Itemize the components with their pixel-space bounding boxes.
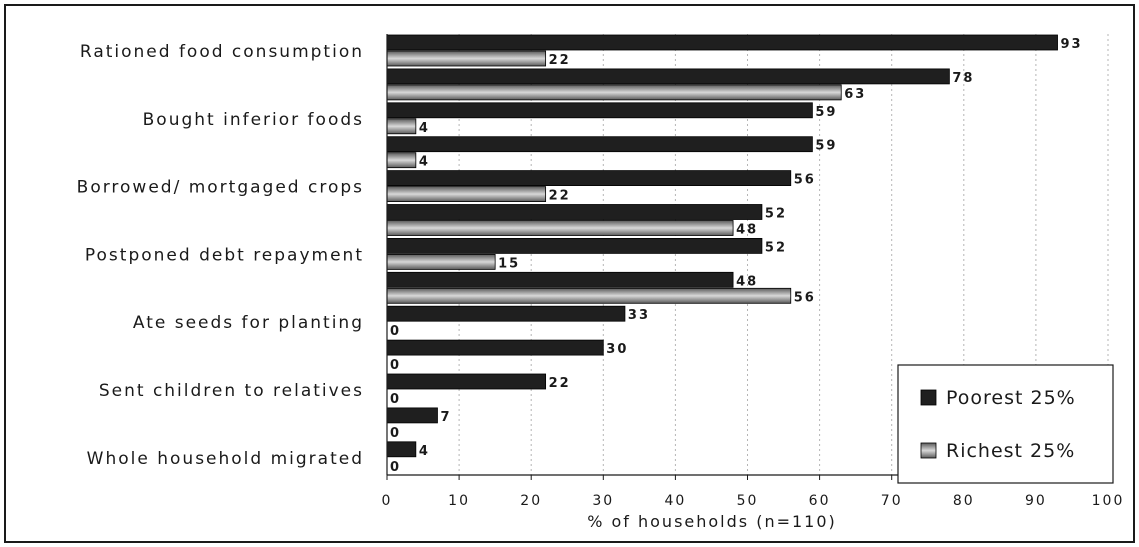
bar-richest xyxy=(386,118,417,135)
bar-richest-value-label: 4 xyxy=(419,155,430,170)
chart-frame xyxy=(4,4,1135,543)
x-tick-label: 50 xyxy=(737,493,759,509)
bar-richest xyxy=(386,152,417,169)
bar-richest-value-label: 56 xyxy=(794,290,816,305)
bar-poorest-value-label: 59 xyxy=(815,139,837,154)
bar-poorest xyxy=(386,441,417,458)
bar-poorest-value-label: 78 xyxy=(952,71,974,86)
bar-poorest xyxy=(386,373,547,390)
x-tick-label: 60 xyxy=(809,493,831,509)
legend-label-poorest: Poorest 25% xyxy=(946,387,1076,409)
bar-poorest xyxy=(386,68,950,85)
bar-poorest-value-label: 93 xyxy=(1061,37,1083,52)
bar-richest-value-label: 48 xyxy=(736,223,758,238)
bar-poorest-value-label: 22 xyxy=(549,376,571,391)
bar-poorest xyxy=(386,102,813,119)
bar-richest xyxy=(386,50,547,67)
bar-poorest xyxy=(386,339,604,356)
x-tick-label: 70 xyxy=(881,493,903,509)
bar-richest-value-label: 0 xyxy=(390,460,401,475)
bar-poorest-value-label: 30 xyxy=(606,342,628,357)
bar-poorest xyxy=(386,237,763,254)
bar-poorest xyxy=(386,271,734,288)
x-axis-title: % of households (n=110) xyxy=(587,512,837,531)
x-tick-label: 80 xyxy=(953,493,975,509)
x-tick-label: 30 xyxy=(592,493,614,509)
bar-richest-value-label: 0 xyxy=(390,358,401,373)
bar-richest-value-label: 22 xyxy=(549,189,571,204)
legend-swatch-poorest xyxy=(920,389,937,406)
bar-poorest xyxy=(386,170,792,187)
bar-richest-value-label: 15 xyxy=(498,256,520,271)
x-tick-label: 100 xyxy=(1092,493,1125,509)
bar-poorest xyxy=(386,136,813,153)
category-label: Sent children to relatives xyxy=(99,381,364,401)
bar-richest xyxy=(386,84,842,101)
bars: 93 22 78 63 59 4 59 4 56 22 52 48 52 15 48 56 33 0 30 0 22 0 7… xyxy=(386,34,1083,475)
bar-richest-value-label: 63 xyxy=(844,87,866,102)
category-labels: Rationed food consumption Bought inferior… xyxy=(77,42,364,469)
bar-poorest-value-label: 52 xyxy=(765,240,787,255)
bar-richest xyxy=(386,253,496,270)
bar-poorest-value-label: 52 xyxy=(765,207,787,222)
x-tick-label: 90 xyxy=(1025,493,1047,509)
bar-richest xyxy=(386,287,792,304)
bar-richest-value-label: 0 xyxy=(390,324,401,339)
category-label: Ate seeds for planting xyxy=(133,313,364,333)
x-tick-label: 40 xyxy=(664,493,686,509)
bar-richest-value-label: 0 xyxy=(390,392,401,407)
bar-poorest xyxy=(386,204,763,220)
bar-poorest-value-label: 48 xyxy=(736,274,758,289)
category-label: Bought inferior foods xyxy=(143,110,364,130)
bar-poorest-value-label: 7 xyxy=(440,410,451,425)
bar-richest-value-label: 4 xyxy=(419,121,430,136)
bar-poorest-value-label: 4 xyxy=(419,444,430,459)
bar-poorest xyxy=(386,34,1058,51)
category-label: Borrowed/ mortgaged crops xyxy=(77,178,364,198)
bar-richest xyxy=(386,220,734,236)
legend-box xyxy=(897,364,1114,484)
category-label: Whole household migrated xyxy=(87,449,364,469)
bar-richest-value-label: 22 xyxy=(549,53,571,68)
bar-richest xyxy=(386,186,547,203)
category-label: Postponed debt repayment xyxy=(85,245,364,265)
bar-poorest xyxy=(386,305,626,322)
bar-poorest xyxy=(386,407,438,424)
legend-label-richest: Richest 25% xyxy=(946,440,1075,462)
bar-poorest-value-label: 33 xyxy=(628,308,650,323)
x-tick-label: 0 xyxy=(382,493,393,509)
bar-poorest-value-label: 59 xyxy=(815,105,837,120)
bar-richest-value-label: 0 xyxy=(390,426,401,441)
legend-swatch-richest xyxy=(920,442,937,459)
x-tick-label: 20 xyxy=(520,493,542,509)
bar-poorest-value-label: 56 xyxy=(794,173,816,188)
legend: Poorest 25% Richest 25% xyxy=(897,364,1114,484)
x-tick-label: 10 xyxy=(448,493,470,509)
category-label: Rationed food consumption xyxy=(80,42,364,62)
